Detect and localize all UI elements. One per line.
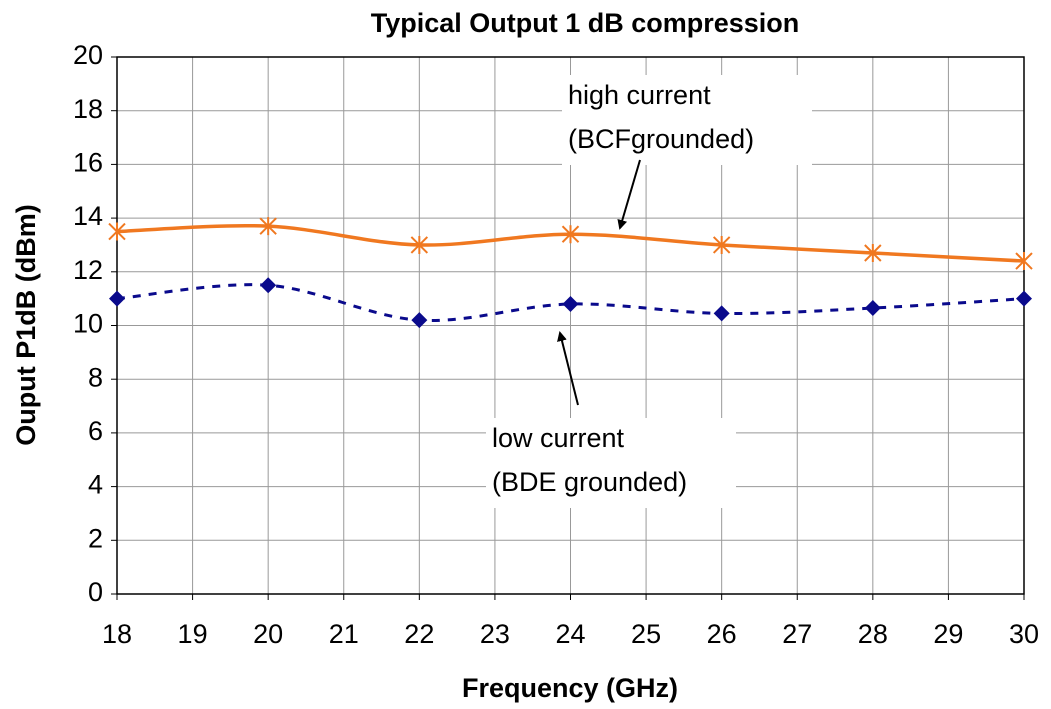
x-tick-label: 18 [102,619,132,649]
y-tick-label: 18 [73,94,103,124]
y-tick-label: 14 [73,201,103,231]
y-tick-label: 16 [73,148,103,178]
annotation-box [486,418,736,508]
annotation-arrow [557,331,579,406]
annotation-arrow [617,159,641,230]
marker [864,300,881,317]
y-axis-label: Ouput P1dB (dBm) [11,204,41,445]
y-tick-label: 20 [73,40,103,70]
y-tick-label: 8 [88,362,103,392]
annotation: (BCFgrounded) [568,124,754,154]
x-tick-label: 25 [631,619,661,649]
x-tick-label: 30 [1009,619,1039,649]
x-tick-label: 27 [782,619,812,649]
x-tick-label: 20 [253,619,283,649]
x-tick-label: 28 [858,619,888,649]
marker [1016,290,1032,307]
marker [109,290,125,307]
x-tick-label: 23 [480,619,510,649]
marker [260,277,277,294]
plot-frame [116,56,1025,595]
y-tick-label: 12 [73,255,103,285]
marker [561,225,580,244]
x-tick-label: 22 [404,619,434,649]
marker [712,235,731,254]
marker [410,235,429,254]
marker [411,312,428,329]
annotation: (BDE grounded) [492,467,687,497]
marker [864,244,882,263]
marker [259,217,277,236]
x-tick-label: 29 [933,619,963,649]
x-axis-label: Frequency (GHz) [462,673,678,703]
marker [108,222,126,241]
annotation: low current [492,423,625,453]
marker [562,296,579,313]
marker [1015,252,1033,271]
y-tick-label: 2 [88,523,103,553]
y-tick-label: 6 [88,416,103,446]
chart-title: Typical Output 1 dB compression [371,8,800,38]
y-tick-label: 0 [88,577,103,607]
y-tick-label: 4 [88,470,103,500]
x-tick-label: 21 [329,619,359,649]
x-tick-label: 26 [707,619,737,649]
y-tick-label: 10 [73,309,103,339]
annotation-box [562,75,812,165]
annotation: high current [568,80,711,110]
x-tick-label: 19 [178,619,208,649]
x-tick-label: 24 [555,619,585,649]
marker [713,305,730,322]
